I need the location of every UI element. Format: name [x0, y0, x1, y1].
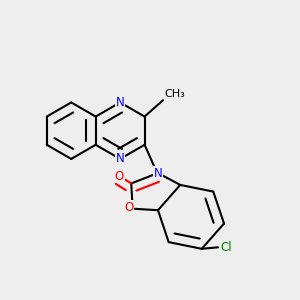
Text: CH₃: CH₃ — [164, 89, 185, 99]
Text: N: N — [116, 152, 124, 165]
Text: N: N — [116, 96, 124, 109]
Text: O: O — [124, 201, 134, 214]
Text: N: N — [154, 167, 162, 179]
Text: O: O — [115, 169, 124, 182]
Text: Cl: Cl — [220, 241, 232, 254]
